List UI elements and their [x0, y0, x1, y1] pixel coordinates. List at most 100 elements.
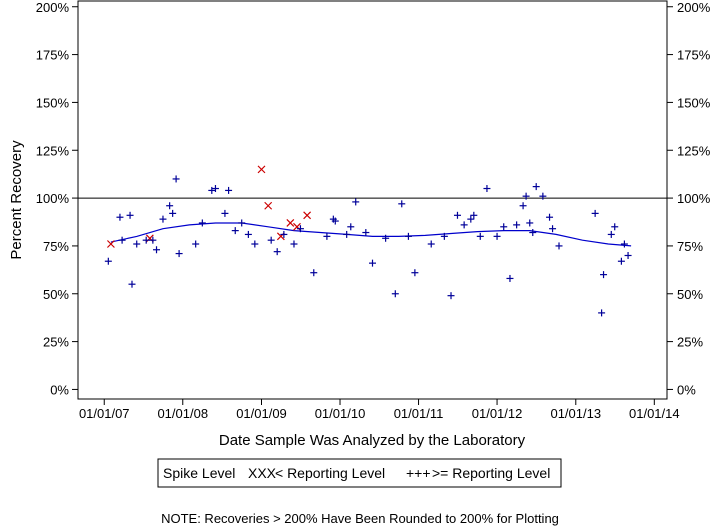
point-above-reporting — [506, 274, 514, 282]
point-above-reporting — [280, 230, 288, 238]
y-tick-label-left: 125% — [36, 143, 70, 158]
y-tick-label-left: 0% — [50, 382, 69, 397]
point-above-reporting — [513, 221, 521, 229]
point-above-reporting — [290, 240, 298, 248]
y-tick-label-right: 125% — [677, 143, 711, 158]
point-above-reporting — [166, 202, 174, 210]
point-above-reporting — [251, 240, 259, 248]
point-above-reporting — [175, 250, 183, 258]
point-above-reporting — [620, 240, 628, 248]
point-above-reporting — [369, 259, 376, 267]
point-above-reporting — [118, 236, 126, 244]
footnote: NOTE: Recoveries > 200% Have Been Rounde… — [161, 511, 559, 526]
x-tick-label: 01/01/14 — [629, 406, 680, 421]
point-above-reporting — [116, 213, 124, 221]
point-above-reporting — [460, 221, 468, 229]
point-above-reporting — [104, 257, 112, 265]
x-tick-label: 01/01/08 — [157, 406, 208, 421]
point-above-reporting — [142, 236, 150, 244]
point-above-reporting — [149, 236, 157, 244]
x-tick-label: 01/01/12 — [472, 406, 523, 421]
point-above-reporting — [172, 175, 180, 183]
point-above-reporting — [404, 232, 412, 240]
point-above-reporting — [159, 215, 167, 223]
data-points-layer — [104, 165, 632, 317]
point-above-reporting — [470, 211, 478, 219]
legend-box — [157, 458, 562, 488]
y-tick-label-left: 175% — [36, 48, 70, 63]
y-tick-label-left: 100% — [36, 191, 70, 206]
point-above-reporting — [221, 209, 229, 217]
x-tick-label: 01/01/10 — [315, 406, 366, 421]
point-above-reporting — [591, 209, 599, 217]
point-above-reporting — [231, 227, 239, 235]
point-above-reporting — [519, 202, 527, 210]
point-above-reporting — [382, 234, 390, 242]
point-above-reporting — [522, 192, 530, 200]
point-above-reporting — [532, 183, 540, 191]
point-above-reporting — [493, 232, 501, 240]
point-below-reporting — [106, 240, 115, 248]
point-above-reporting — [208, 186, 216, 194]
point-above-reporting — [529, 229, 537, 237]
point-above-reporting — [526, 219, 534, 227]
y-tick-label-left: 200% — [36, 0, 70, 15]
point-above-reporting — [476, 232, 484, 240]
point-above-reporting — [607, 230, 615, 238]
point-above-reporting — [331, 217, 339, 225]
point-above-reporting — [296, 225, 304, 233]
point-above-reporting — [483, 185, 491, 193]
x-tick-label: 01/01/13 — [550, 406, 601, 421]
point-above-reporting — [133, 240, 141, 248]
point-above-reporting — [539, 192, 547, 200]
point-above-reporting — [352, 198, 360, 206]
point-above-reporting — [546, 213, 554, 221]
point-above-reporting — [617, 257, 625, 265]
point-above-reporting — [343, 230, 351, 238]
point-above-reporting — [447, 292, 455, 300]
point-below-reporting — [286, 219, 295, 227]
point-above-reporting — [427, 240, 435, 248]
legend: Spike Level XXX < Reporting Level +++ >=… — [157, 458, 562, 488]
y-tick-label-right: 175% — [677, 48, 711, 63]
point-above-reporting — [169, 209, 177, 217]
point-above-reporting — [273, 248, 281, 256]
trend-line — [110, 222, 632, 247]
y-tick-label-right: 0% — [677, 382, 696, 397]
point-above-reporting — [225, 186, 233, 194]
point-above-reporting — [126, 211, 134, 219]
plot-frame — [77, 0, 668, 400]
point-above-reporting — [153, 246, 161, 254]
y-axis-right: 0% 25% 50% 75% 100% 125% 150% 175% 200% — [667, 0, 711, 397]
point-above-reporting — [347, 223, 355, 231]
y-axis-title: Percent Recovery — [8, 140, 25, 260]
x-tick-label: 01/01/11 — [394, 406, 444, 421]
trend-line-layer — [110, 222, 632, 247]
x-tick-label: 01/01/09 — [236, 406, 287, 421]
point-above-reporting — [198, 219, 206, 227]
y-tick-label-right: 100% — [677, 191, 711, 206]
point-above-reporting — [440, 232, 448, 240]
point-below-reporting — [257, 165, 266, 174]
point-above-reporting — [611, 223, 619, 231]
point-above-reporting — [362, 229, 370, 237]
point-above-reporting — [500, 223, 508, 231]
point-above-reporting — [549, 225, 557, 233]
y-tick-label-right: 25% — [677, 335, 703, 350]
point-above-reporting — [238, 219, 246, 227]
legend-symbol-below: XXX — [248, 465, 277, 481]
y-tick-label-right: 50% — [677, 287, 703, 302]
y-tick-label-right: 150% — [677, 95, 711, 110]
legend-label-below: < Reporting Level — [275, 465, 385, 481]
x-tick-label: 01/01/07 — [79, 406, 130, 421]
y-tick-label-left: 75% — [43, 239, 69, 254]
point-above-reporting — [598, 309, 606, 317]
legend-title: Spike Level — [163, 465, 235, 481]
point-above-reporting — [624, 251, 632, 259]
point-above-reporting — [453, 211, 461, 219]
y-tick-label-right: 75% — [677, 239, 703, 254]
point-above-reporting — [391, 290, 399, 298]
point-above-reporting — [467, 215, 475, 223]
point-above-reporting — [600, 271, 608, 279]
